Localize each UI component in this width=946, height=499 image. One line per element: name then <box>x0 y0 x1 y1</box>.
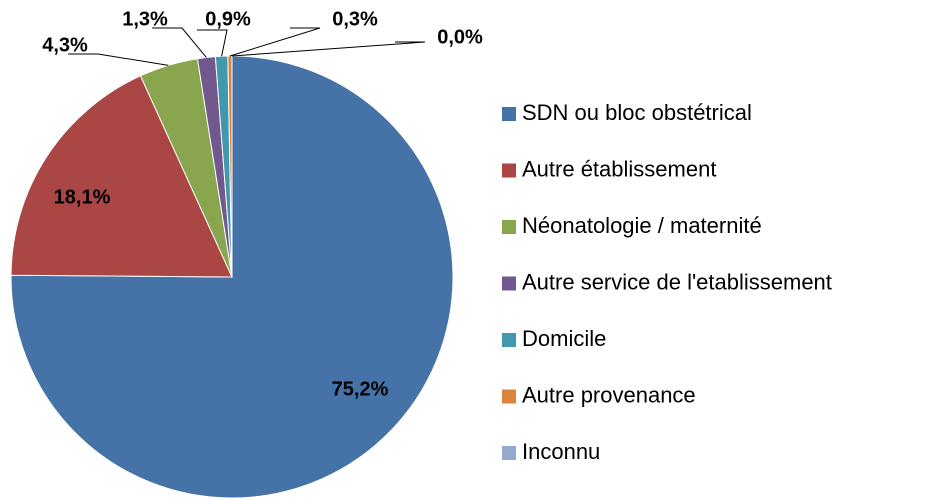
legend-label: Domicile <box>522 326 606 351</box>
legend-label: Autre établissement <box>522 156 716 181</box>
data-label: 1,3% <box>122 8 168 30</box>
leader-line <box>68 53 169 66</box>
legend-label: Autre service de l'etablissement <box>522 269 832 294</box>
data-label: 0,3% <box>332 8 378 30</box>
data-label: 4,3% <box>42 34 88 56</box>
legend-label: Autre provenance <box>522 382 696 407</box>
data-label: 0,9% <box>205 8 251 30</box>
data-label: 0,0% <box>437 26 483 48</box>
legend-swatch <box>502 220 516 234</box>
legend-label: SDN ou bloc obstétrical <box>522 100 752 125</box>
legend-swatch <box>502 107 516 121</box>
legend-swatch <box>502 333 516 347</box>
data-label: 18,1% <box>54 186 111 208</box>
legend-label: Néonatologie / maternité <box>522 213 762 238</box>
legend-label: Inconnu <box>522 439 600 464</box>
leader-line <box>229 27 321 57</box>
pie-slice <box>10 55 454 499</box>
legend-swatch <box>502 446 516 460</box>
leader-line <box>152 27 207 58</box>
pie-slice <box>10 75 233 278</box>
legend-swatch <box>502 389 516 404</box>
leader-line <box>197 29 228 57</box>
data-label: 75,2% <box>332 378 389 400</box>
legend-swatch <box>502 163 516 178</box>
legend-swatch <box>502 276 516 291</box>
leader-line <box>231 41 426 57</box>
